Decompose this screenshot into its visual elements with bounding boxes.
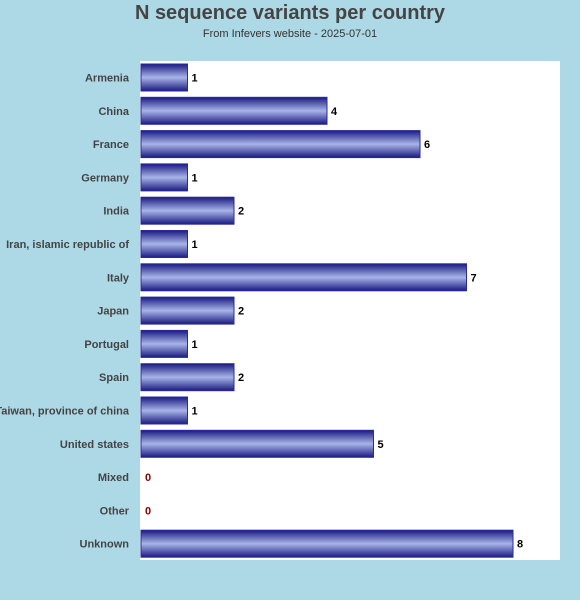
bar — [140, 196, 235, 225]
category-label: India — [103, 206, 130, 218]
value-label: 1 — [192, 239, 198, 251]
bar — [140, 396, 188, 425]
category-label: Mixed — [98, 472, 129, 484]
value-label: 1 — [192, 73, 198, 85]
bar — [140, 529, 514, 558]
category-label: Italy — [107, 272, 130, 284]
value-label: 1 — [192, 406, 198, 418]
bar — [140, 296, 235, 325]
bar — [140, 63, 188, 92]
value-label: 5 — [378, 439, 384, 451]
category-label: Armenia — [85, 73, 130, 85]
value-label: 1 — [192, 339, 198, 351]
chart-subtitle: From Infevers website - 2025-07-01 — [202, 28, 378, 40]
value-label: 4 — [331, 106, 338, 118]
category-label: Taiwan, province of china — [0, 406, 130, 418]
category-label: Iran, islamic republic of — [6, 239, 129, 251]
category-label: Spain — [99, 372, 129, 384]
category-label: United states — [60, 439, 129, 451]
value-label: 1 — [192, 172, 198, 184]
category-label: France — [93, 139, 129, 151]
category-label: Japan — [97, 306, 129, 318]
value-label: 8 — [517, 539, 523, 551]
bar — [140, 96, 328, 125]
bar — [140, 263, 467, 292]
category-label: Germany — [81, 172, 130, 184]
value-label: 2 — [238, 306, 244, 318]
value-label: 0 — [145, 505, 151, 517]
bar — [140, 130, 421, 159]
bar — [140, 429, 374, 458]
value-label: 6 — [424, 139, 430, 151]
category-label: Unknown — [80, 539, 130, 551]
value-label: 7 — [471, 272, 477, 284]
category-label: Other — [100, 505, 130, 517]
category-label: China — [98, 106, 129, 118]
chart-title: N sequence variants per country — [134, 2, 446, 24]
bar — [140, 363, 235, 392]
category-label: Portugal — [84, 339, 129, 351]
bar — [140, 230, 188, 258]
value-label: 0 — [145, 472, 151, 484]
value-label: 2 — [238, 206, 244, 218]
bar — [140, 163, 188, 192]
value-label: 2 — [238, 372, 244, 384]
bar — [140, 329, 188, 358]
